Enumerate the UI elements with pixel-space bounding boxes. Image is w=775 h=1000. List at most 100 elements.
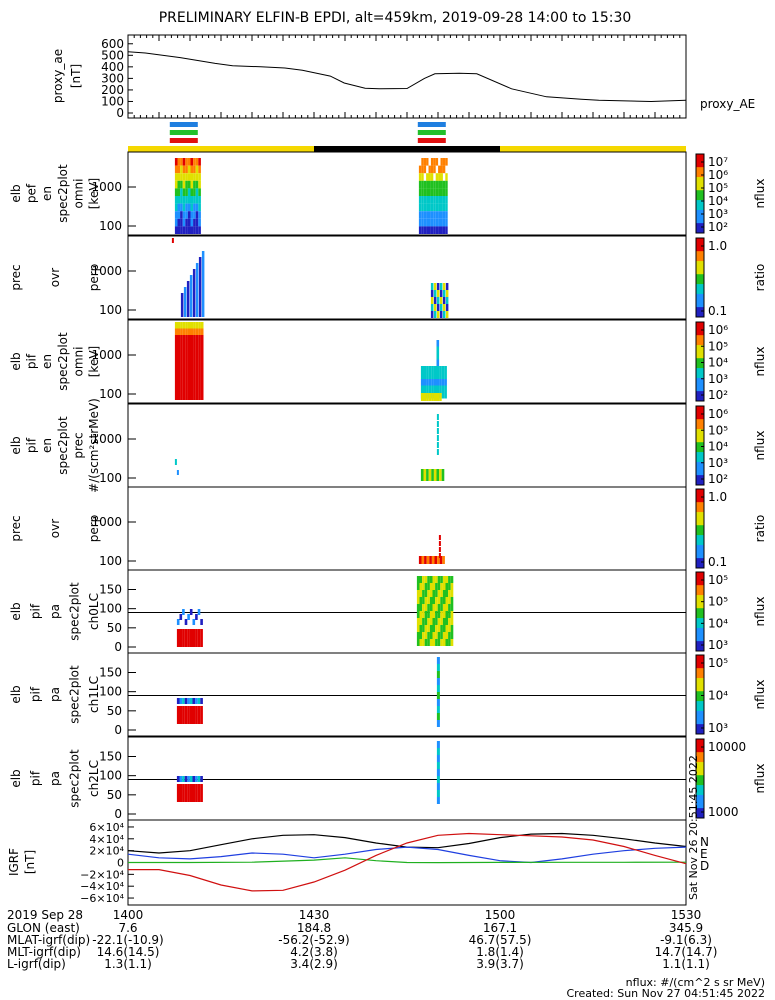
- spectrogram-cell: [436, 340, 440, 347]
- colorbar-label: nflux: [753, 179, 767, 209]
- spectrogram-cell: [195, 158, 199, 166]
- spectrogram-cell: [190, 387, 194, 394]
- colorbar-segment: [696, 209, 704, 214]
- spectrogram-cell: [429, 556, 432, 564]
- colorbar-segment: [696, 572, 704, 576]
- spectrogram-cell: [198, 299, 202, 305]
- spectrogram-cell: [200, 393, 204, 400]
- spectrogram-cell: [187, 361, 191, 368]
- spectrogram-cell: [195, 188, 199, 196]
- spectrogram-cell: [438, 541, 441, 546]
- spectrogram-cell: [418, 203, 422, 212]
- spectrogram-cell: [190, 374, 194, 381]
- spectrogram-cell: [177, 226, 181, 234]
- colorbar-segment: [696, 668, 704, 672]
- spectrogram-cell: [438, 547, 441, 552]
- spectrogram-cell: [182, 609, 185, 615]
- colorbar-segment: [696, 601, 704, 606]
- spectrogram-cell: [177, 165, 181, 174]
- spectrogram-cell: [195, 311, 199, 317]
- spectrogram-cell: [198, 374, 201, 381]
- spectra-bars: [128, 122, 686, 152]
- colorbar-segment: [696, 425, 704, 430]
- spectrogram-cell: [184, 784, 188, 802]
- spectrogram-cell: [448, 632, 451, 639]
- spectrogram-cell: [195, 281, 199, 287]
- spectrogram-cell: [439, 290, 443, 297]
- colorbar-segment: [696, 548, 704, 553]
- spectrogram-cell: [445, 196, 448, 204]
- spectrogram-cell: [186, 287, 190, 293]
- spectrogram-cell: [436, 449, 439, 455]
- colorbar-label: ratio: [753, 515, 767, 543]
- spectrogram-cell: [439, 297, 443, 304]
- spectrogram-cell: [442, 618, 446, 625]
- spectrogram-cell: [445, 611, 449, 618]
- spectrogram-cell: [201, 287, 205, 293]
- colorbar-segment: [696, 691, 704, 695]
- spectrogram-cell: [428, 469, 432, 481]
- spectrogram-cell: [445, 180, 448, 189]
- colorbar-tick-label: 10⁶: [708, 168, 728, 182]
- spectrogram-cell: [436, 755, 440, 762]
- igrf-ytick-label: 0: [117, 857, 124, 870]
- spectrogram-cell: [416, 639, 420, 646]
- spectrogram-cell: [448, 611, 451, 618]
- time-tick-label: 1400: [113, 908, 144, 922]
- proxy-ae-line: [127, 51, 687, 103]
- spectrogram-cell: [419, 611, 423, 618]
- spectrogram-cell: [440, 618, 443, 625]
- colorbar-segment: [696, 575, 704, 580]
- colorbar-segment: [696, 541, 704, 546]
- spectrogram-cell: [198, 348, 201, 355]
- spectrogram-cell: [177, 158, 181, 166]
- colorbar-label: nflux: [753, 597, 767, 627]
- colorbar-tick-label: 10⁴: [708, 194, 728, 208]
- spectrogram-cell: [174, 354, 178, 361]
- spectrogram-cell: [182, 328, 186, 335]
- spectrogram-cell: [427, 590, 430, 597]
- spectrogram-cell: [433, 158, 436, 166]
- spectrogram-cell: [200, 354, 204, 361]
- spectrogram-cell: [182, 173, 186, 181]
- spectrogram-cell: [418, 218, 422, 227]
- colorbar-segment: [696, 794, 704, 799]
- spectrogram-cell: [187, 322, 191, 329]
- spectrogram-cell: [437, 597, 441, 604]
- panel-ytick-label: 150: [99, 750, 122, 764]
- spectrogram-cell: [190, 361, 194, 368]
- colorbar-segment: [696, 280, 704, 285]
- colorbar-segment: [696, 564, 704, 569]
- colorbar-segment: [696, 624, 704, 629]
- spectrogram-cell: [435, 625, 438, 632]
- spectrogram-cell: [423, 385, 427, 392]
- colorbar-tick-label: 0.1: [708, 304, 727, 318]
- spectrogram-cell: [448, 590, 451, 597]
- colorbar-segment: [696, 277, 704, 282]
- colorbar-segment: [696, 310, 704, 315]
- spectrogram-cell: [436, 428, 439, 434]
- spectrogram-cell: [433, 211, 436, 219]
- spectrogram-cell: [436, 414, 439, 420]
- spectrogram-cell: [442, 556, 445, 564]
- footer-cell: 3.4(2.9): [290, 957, 338, 971]
- colorbar-segment: [696, 238, 704, 242]
- spectrogram-cell: [185, 226, 188, 234]
- colorbar-segment: [696, 223, 704, 227]
- panel-ylabel-line: ch1LC: [87, 676, 101, 713]
- footer: 2019 Sep 28 nflux: #/(cm^2 s sr MeV) Cre…: [7, 908, 765, 1000]
- spectrogram-cell: [193, 380, 196, 387]
- spectrogram-cell: [177, 328, 181, 335]
- proxy-ae-ytick-label: 400: [101, 60, 124, 74]
- spectrogram-cell: [177, 354, 181, 361]
- spectrogram-cell: [183, 305, 187, 311]
- spectra-availability-bar: [169, 138, 198, 143]
- panel-ylabel-line: pif: [25, 353, 39, 369]
- panel-ylabel-line: pef: [25, 183, 39, 203]
- spectrogram-cell: [198, 354, 201, 361]
- spectrogram-cell: [182, 211, 186, 219]
- spectrogram-cell: [436, 393, 440, 401]
- spectrogram-cell: [187, 196, 191, 204]
- spectrogram-cell: [424, 639, 428, 646]
